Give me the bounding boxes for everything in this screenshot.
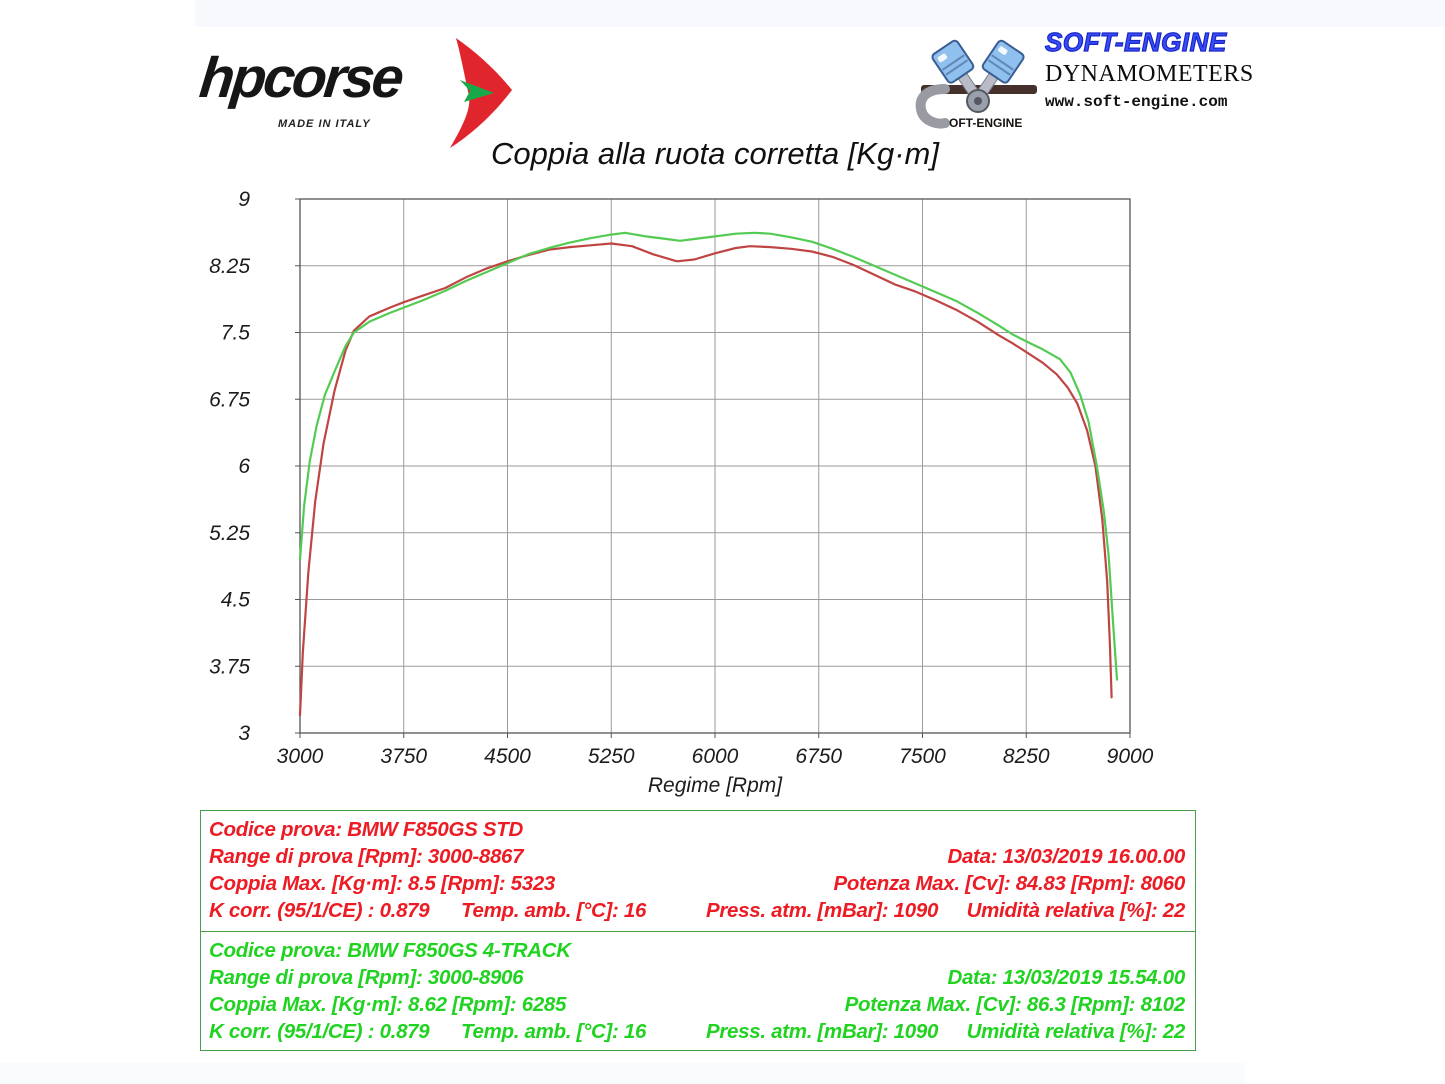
y-tick-label: 4.5: [221, 589, 251, 612]
y-tick-label: 7.5: [221, 322, 251, 345]
track-press-atm: Press. atm. [mBar]: 1090: [706, 1020, 939, 1043]
std-codice-prova: Codice prova: BMW F850GS STD: [209, 818, 523, 841]
x-tick-label: 3000: [277, 745, 324, 768]
y-tick-label: 3.75: [209, 655, 250, 678]
y-tick-label: 5.25: [209, 522, 250, 545]
y-tick-label: 6.75: [209, 388, 250, 411]
hpcorse-arrow-icon: [450, 38, 512, 148]
x-tick-label: 9000: [1107, 745, 1154, 768]
track-k-corr: K corr. (95/1/CE) : 0.879: [209, 1020, 430, 1043]
track-potenza-max: Potenza Max. [Cv]: 86.3 [Rpm]: 8102: [844, 993, 1186, 1016]
std-range: Range di prova [Rpm]: 3000-8867: [209, 845, 524, 868]
std-k-corr: K corr. (95/1/CE) : 0.879: [209, 899, 430, 922]
y-tick-label: 3: [238, 722, 250, 745]
top-margin-strip: [195, 0, 1445, 27]
torque-curve-std: [298, 242, 1113, 717]
y-tick-label: 8.25: [209, 255, 250, 278]
x-tick-label: 4500: [484, 745, 531, 768]
chart-title: Coppia alla ruota corretta [Kg·m]: [491, 136, 939, 171]
soft-engine-subtitle: DYNAMOMETERS: [1045, 61, 1254, 87]
soft-engine-s-wordmark: OFT-ENGINE: [949, 116, 1022, 130]
track-range: Range di prova [Rpm]: 3000-8906: [209, 966, 524, 989]
track-umidita: Umidità relativa [%]: 22: [966, 1020, 1186, 1043]
x-tick-label: 5250: [588, 745, 635, 768]
track-test-info-box: Codice prova: BMW F850GS 4-TRACK Range d…: [200, 931, 1196, 1051]
chart-grid: [295, 198, 1131, 738]
y-tick-label: 6: [238, 455, 250, 478]
track-data: Data: 13/03/2019 15.54.00: [947, 966, 1185, 989]
hpcorse-logo: hpcorse MADE IN ITALY: [196, 38, 530, 148]
plot-border: [299, 198, 1131, 734]
track-temp-amb: Temp. amb. [°C]: 16: [461, 1020, 647, 1043]
soft-engine-logo: OFT-ENGINE SOFT-ENGINE DYNAMOMETERS www.…: [915, 25, 1260, 137]
hpcorse-tagline: MADE IN ITALY: [278, 118, 371, 130]
std-test-info-box: Codice prova: BMW F850GS STD Range di pr…: [200, 810, 1196, 932]
std-potenza-max: Potenza Max. [Cv]: 84.83 [Rpm]: 8060: [833, 872, 1186, 895]
y-tick-label: 9: [238, 188, 250, 211]
hpcorse-wordmark: hpcorse: [196, 46, 405, 110]
pistons-icon: OFT-ENGINE: [915, 39, 1037, 130]
torque-curve-4track: [298, 231, 1119, 681]
std-press-atm: Press. atm. [mBar]: 1090: [706, 899, 939, 922]
std-temp-amb: Temp. amb. [°C]: 16: [461, 899, 647, 922]
x-tick-label: 6000: [692, 745, 739, 768]
track-codice-prova: Codice prova: BMW F850GS 4-TRACK: [209, 939, 571, 962]
soft-engine-brand: SOFT-ENGINE: [1044, 26, 1227, 57]
x-tick-label: 7500: [899, 745, 946, 768]
x-tick-label: 3750: [380, 745, 427, 768]
soft-engine-url: www.soft-engine.com: [1045, 93, 1228, 111]
x-axis-label: Regime [Rpm]: [648, 774, 783, 797]
track-coppia-max: Coppia Max. [Kg·m]: 8.62 [Rpm]: 6285: [209, 993, 567, 1016]
bottom-margin-strip: [0, 1063, 1245, 1084]
std-umidita: Umidità relativa [%]: 22: [966, 899, 1186, 922]
std-data: Data: 13/03/2019 16.00.00: [947, 845, 1185, 868]
x-tick-label: 6750: [795, 745, 842, 768]
x-tick-label: 8250: [1003, 745, 1050, 768]
std-coppia-max: Coppia Max. [Kg·m]: 8.5 [Rpm]: 5323: [209, 872, 556, 895]
